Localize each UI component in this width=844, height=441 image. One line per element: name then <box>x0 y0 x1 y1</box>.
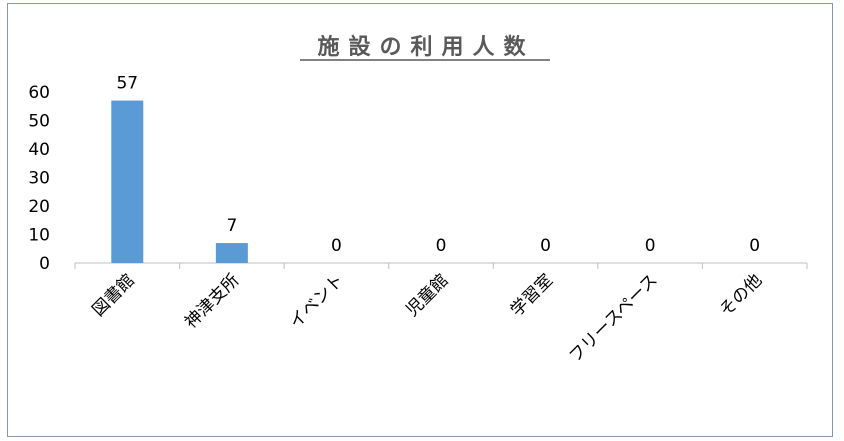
y-tick-label: 20 <box>28 197 50 217</box>
chart-axes <box>74 262 808 269</box>
data-label: 0 <box>645 236 656 256</box>
x-category-label: 児童館 <box>402 270 452 320</box>
x-category-label: 学習室 <box>507 270 557 320</box>
x-category-label: その他 <box>716 270 766 320</box>
x-axis-labels: 図書館 神津支所 イベント 児童館 学習室 フリースペース その他 <box>89 270 767 366</box>
y-tick-label: 30 <box>28 169 50 189</box>
bar <box>215 243 248 263</box>
data-label: 0 <box>540 236 551 256</box>
y-tick-label: 0 <box>39 254 50 274</box>
y-tick-label: 60 <box>28 83 50 103</box>
x-category-label: イベント <box>286 270 348 332</box>
chart-frame <box>7 3 833 437</box>
chart-title: 施設の利用人数 <box>317 34 534 60</box>
data-labels: 57 7 0 0 0 0 0 <box>116 74 760 256</box>
y-tick-label: 40 <box>28 140 50 160</box>
data-label: 0 <box>749 236 760 256</box>
y-tick-label: 50 <box>28 112 50 132</box>
x-category-label: フリースペース <box>565 270 661 366</box>
y-tick-label: 10 <box>28 226 50 246</box>
data-label: 57 <box>116 74 138 94</box>
x-category-label: 神津支所 <box>181 270 243 332</box>
x-category-label: 図書館 <box>89 270 139 320</box>
data-label: 0 <box>331 236 342 256</box>
data-label: 0 <box>436 236 447 256</box>
bars <box>111 100 248 263</box>
data-label: 7 <box>226 216 237 236</box>
y-axis-ticks: 0 10 20 30 40 50 60 <box>28 83 50 274</box>
bar <box>111 100 144 263</box>
